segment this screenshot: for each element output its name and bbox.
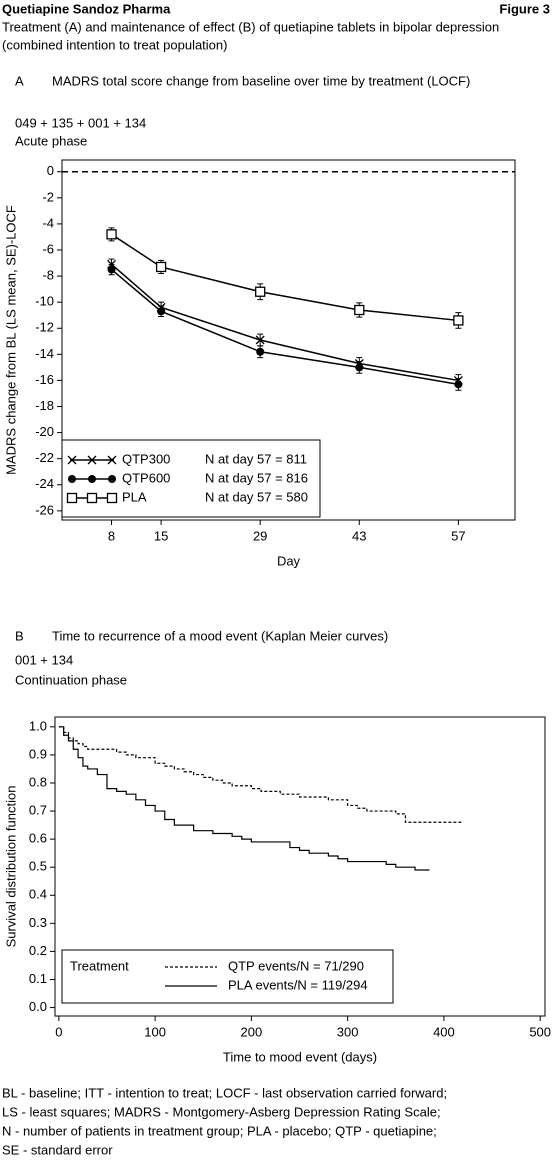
panel-heading: MADRS total score change from baseline o…: [52, 73, 470, 88]
panel-letter: A: [15, 73, 24, 88]
y-tick-label: -24: [35, 476, 54, 491]
plot-frame: [54, 716, 546, 1017]
marker: [66, 492, 78, 504]
x-tick-label: 200: [241, 1024, 263, 1039]
y-tick-label: -12: [35, 320, 54, 335]
y-tick-label: 0.1: [29, 971, 47, 986]
km-curve: [58, 726, 430, 871]
x-tick-label: 57: [451, 528, 465, 543]
y-tick-label: 0.5: [29, 859, 47, 874]
marker: [453, 315, 464, 326]
legend-label: QTP events/N = 71/290: [228, 958, 364, 973]
legend-count: N at day 57 = 580: [205, 489, 308, 504]
y-tick-label: 0.9: [29, 746, 47, 761]
marker: [108, 475, 116, 483]
marker-cross: [255, 335, 265, 345]
phase: Acute phase: [15, 133, 87, 148]
y-tick-label: -8: [42, 268, 54, 283]
series-line: [111, 263, 459, 382]
legend-title: Treatment: [70, 958, 129, 973]
y-tick-label: -16: [35, 372, 54, 387]
y-tick-label: -14: [35, 346, 54, 361]
marker: [88, 475, 96, 483]
study-codes: 049 + 135 + 001 + 134: [15, 115, 146, 130]
marker: [106, 229, 117, 240]
footnote: BL - baseline; ITT - intention to treat;…: [2, 1085, 447, 1100]
x-tick-label: 0: [55, 1024, 62, 1039]
y-tick-label: -20: [35, 424, 54, 439]
marker: [86, 492, 98, 504]
y-tick-label: -22: [35, 450, 54, 465]
marker: [155, 261, 167, 273]
company: Quetiapine Sandoz Pharma: [2, 1, 171, 16]
footnote: N - number of patients in treatment grou…: [2, 1123, 437, 1138]
legend-label: PLA: [122, 489, 147, 504]
marker: [106, 492, 118, 504]
x-tick-label: 500: [529, 1024, 551, 1039]
y-tick-label: 0.4: [29, 887, 47, 902]
x-tick-label: 29: [253, 528, 267, 543]
y-tick-label: 0.8: [29, 774, 47, 789]
marker: [107, 265, 116, 274]
subtitle: Treatment (A) and maintenance of effect …: [2, 19, 499, 34]
marker: [67, 455, 77, 465]
marker: [87, 455, 97, 465]
y-tick-label: 0.6: [29, 831, 47, 846]
marker: [255, 286, 266, 297]
marker-cross: [87, 455, 97, 465]
panel-letter: B: [15, 628, 24, 643]
x-axis-title: Time to mood event (days): [223, 1049, 377, 1064]
footnote: SE - standard error: [2, 1142, 113, 1157]
y-tick-label: -2: [42, 189, 54, 204]
legend-label: PLA events/N = 119/294: [228, 977, 368, 992]
x-axis-title: Day: [277, 553, 301, 568]
y-tick-label: 0.2: [29, 943, 47, 958]
footnote: LS - least squares; MADRS - Montgomery-A…: [2, 1104, 441, 1119]
subtitle: (combined intention to treat population): [2, 37, 227, 52]
marker: [157, 307, 166, 316]
series-line: [111, 268, 459, 386]
panel-heading: Time to recurrence of a mood event (Kapl…: [52, 628, 388, 643]
plot-frame: [61, 159, 516, 521]
marker: [68, 475, 76, 483]
legend-label: QTP600: [122, 470, 170, 485]
y-tick-label: -4: [42, 215, 54, 230]
legend-count: N at day 57 = 816: [205, 470, 308, 485]
legend-count: N at day 57 = 811: [205, 451, 307, 466]
marker: [107, 455, 117, 465]
study-codes: 001 + 134: [15, 652, 73, 667]
y-tick-label: 0.7: [29, 802, 47, 817]
marker: [454, 380, 463, 389]
y-tick-label: -10: [35, 294, 54, 309]
marker-cross: [67, 455, 77, 465]
x-tick-label: 43: [352, 528, 366, 543]
legend-label: QTP300: [122, 451, 170, 466]
x-tick-label: 300: [337, 1024, 359, 1039]
y-tick-label: 1.0: [29, 718, 47, 733]
km-curve: [58, 726, 464, 823]
y-axis-title: Survival distribution function: [3, 786, 18, 948]
marker: [355, 363, 364, 372]
marker: [255, 335, 265, 345]
y-tick-label: -6: [42, 241, 54, 256]
legend-box: [61, 949, 394, 1004]
phase: Continuation phase: [15, 672, 127, 687]
x-tick-label: 100: [144, 1024, 166, 1039]
x-tick-label: 15: [154, 528, 168, 543]
y-tick-label: 0.0: [29, 999, 47, 1014]
marker-cross: [107, 455, 117, 465]
y-tick-label: -26: [35, 502, 54, 517]
x-tick-label: 400: [433, 1024, 455, 1039]
x-tick-label: 8: [108, 528, 115, 543]
y-tick-label: 0.3: [29, 915, 47, 930]
y-tick-label: -18: [35, 398, 54, 413]
figure-number: Figure 3: [499, 1, 550, 16]
marker: [354, 304, 365, 316]
marker: [256, 347, 265, 356]
y-axis-title: MADRS change from BL (LS mean, SE)-LOCF: [3, 205, 18, 475]
y-tick-label: 0: [47, 163, 54, 178]
